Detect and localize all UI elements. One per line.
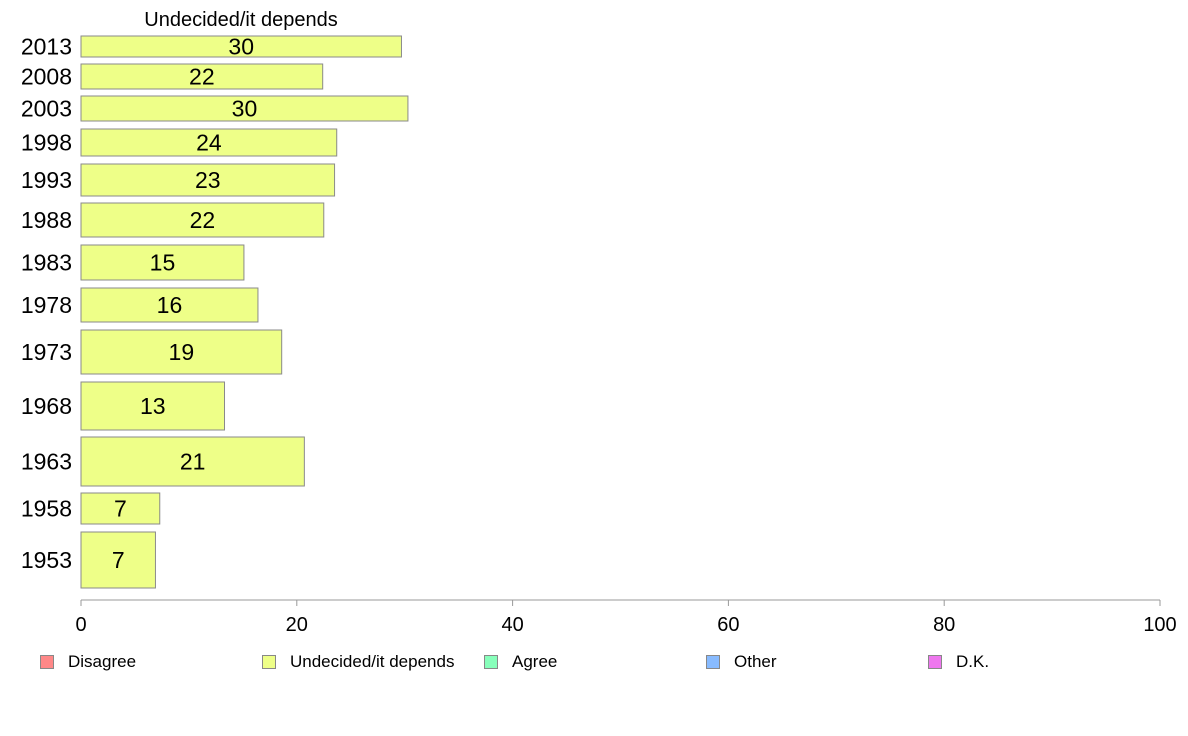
y-tick-label-1993: 1993 bbox=[21, 167, 72, 193]
y-tick-label-1958: 1958 bbox=[21, 496, 72, 522]
bar-1953 bbox=[80, 531, 156, 589]
bar-value-label-1978: 16 bbox=[157, 292, 183, 318]
x-axis: 0 20 40 60 80 100 bbox=[75, 599, 1177, 636]
y-tick-label-1963: 1963 bbox=[21, 449, 72, 475]
y-tick-label-1968: 1968 bbox=[21, 393, 72, 419]
x-tick-label-20: 20 bbox=[286, 614, 308, 636]
legend-swatch bbox=[928, 655, 942, 669]
bar-1963 bbox=[80, 436, 305, 487]
x-tick-label-40: 40 bbox=[501, 614, 523, 636]
y-tick-label-2013: 2013 bbox=[21, 34, 72, 60]
bar-1983 bbox=[80, 244, 245, 281]
y-tick-label-2003: 2003 bbox=[21, 96, 72, 122]
bar-1998 bbox=[80, 128, 338, 157]
y-tick-label-2008: 2008 bbox=[21, 64, 72, 90]
bar-2013 bbox=[80, 35, 402, 58]
legend-swatch bbox=[262, 655, 276, 669]
legend-label: Undecided/it depends bbox=[290, 652, 455, 671]
x-tick-label-60: 60 bbox=[717, 614, 739, 636]
y-tick-label-1973: 1973 bbox=[21, 339, 72, 365]
x-tick-label-100: 100 bbox=[1143, 614, 1176, 636]
legend-swatch bbox=[40, 655, 54, 669]
legend: Disagree Undecided/it depends Agree Othe… bbox=[0, 652, 1188, 676]
y-tick-label-1978: 1978 bbox=[21, 292, 72, 318]
bar-2003 bbox=[80, 95, 409, 122]
bar-1978 bbox=[80, 287, 259, 323]
chart-title: Undecided/it depends bbox=[144, 9, 337, 31]
bar-1988 bbox=[80, 202, 325, 238]
bar-1968 bbox=[80, 381, 226, 431]
y-tick-label-1983: 1983 bbox=[21, 250, 72, 276]
bars-group: 30 2013 22 2008 30 2003 24 1998 23 1993 22 1988 15 19… bbox=[21, 34, 409, 589]
bar-value-label-1953: 7 bbox=[112, 547, 125, 573]
bar-2008 bbox=[80, 63, 324, 90]
legend-label: Other bbox=[734, 652, 777, 671]
bar-value-label-1993: 23 bbox=[195, 167, 221, 193]
bar-value-label-1963: 21 bbox=[180, 449, 206, 475]
legend-item-other: Other bbox=[706, 652, 777, 672]
bar-value-label-2013: 30 bbox=[228, 34, 254, 60]
bar-value-label-1983: 15 bbox=[150, 250, 176, 276]
legend-label: D.K. bbox=[956, 652, 990, 671]
y-tick-label-1953: 1953 bbox=[21, 547, 72, 573]
legend-label: Agree bbox=[512, 652, 558, 671]
bar-value-label-2008: 22 bbox=[189, 64, 215, 90]
legend-label: Disagree bbox=[68, 652, 137, 671]
legend-swatch bbox=[484, 655, 498, 669]
bar-value-label-1968: 13 bbox=[140, 393, 166, 419]
legend-item-agree: Agree bbox=[484, 652, 557, 672]
bar-1973 bbox=[80, 329, 283, 375]
bar-value-label-1973: 19 bbox=[169, 339, 195, 365]
bar-value-label-2003: 30 bbox=[232, 96, 258, 122]
legend-item-dk: D.K. bbox=[928, 652, 989, 672]
y-tick-label-1988: 1988 bbox=[21, 207, 72, 233]
bar-value-label-1998: 24 bbox=[196, 130, 222, 156]
bar-1993 bbox=[80, 163, 336, 197]
bar-value-label-1988: 22 bbox=[190, 207, 216, 233]
legend-item-disagree: Disagree bbox=[40, 652, 136, 672]
x-tick-label-80: 80 bbox=[933, 614, 955, 636]
y-tick-label-1998: 1998 bbox=[21, 130, 72, 156]
bar-1958 bbox=[80, 492, 161, 525]
legend-item-undecided: Undecided/it depends bbox=[262, 652, 454, 672]
x-tick-label-0: 0 bbox=[75, 614, 86, 636]
legend-swatch bbox=[706, 655, 720, 669]
bar-value-label-1958: 7 bbox=[114, 496, 127, 522]
